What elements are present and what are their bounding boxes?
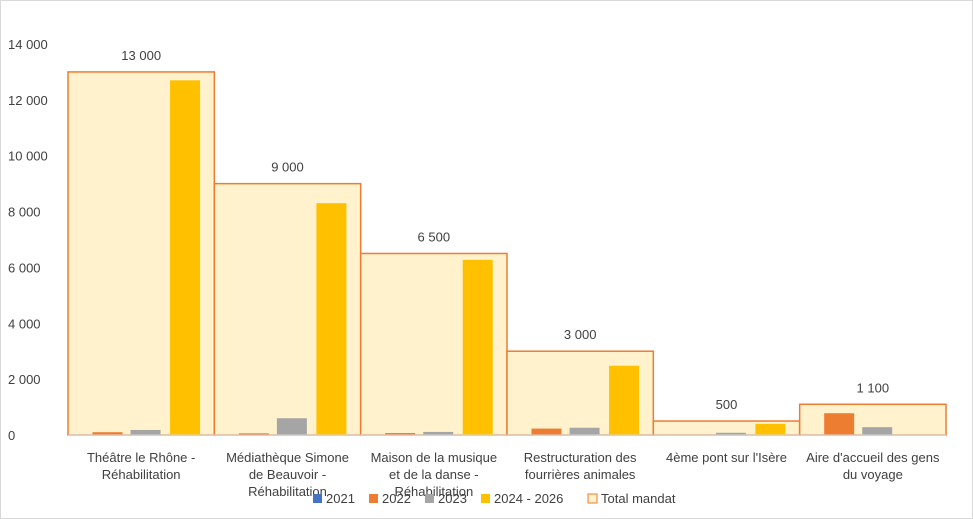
bar-2022 <box>385 433 416 435</box>
bar-2023 <box>715 432 746 435</box>
x-category-label: Théâtre le Rhône -Réhabilitation <box>87 450 195 482</box>
x-category-label: 4ème pont sur l'Isère <box>666 450 787 465</box>
legend-swatch-2021 <box>313 494 322 503</box>
bar-2023 <box>569 427 600 435</box>
legend-swatch-2024-2026 <box>481 494 490 503</box>
bar-2022 <box>824 413 855 435</box>
total-data-labels: 13 000 9 000 6 500 3 000 500 1 100 <box>121 48 889 412</box>
bar-2022 <box>92 432 123 435</box>
x-category-label: Médiathèque Simone de Beauvoir -Réhabilit… <box>226 450 349 499</box>
total-data-label: 500 <box>716 397 738 412</box>
y-tick-label: 12 000 <box>8 93 48 108</box>
y-tick-label: 10 000 <box>8 149 48 164</box>
total-data-label: 6 500 <box>418 229 451 244</box>
legend-label-total-mandat: Total mandat <box>601 491 676 506</box>
y-tick-label: 14 000 <box>8 37 48 52</box>
y-tick-label: 6 000 <box>8 260 41 275</box>
total-data-label: 13 000 <box>121 48 161 63</box>
bar-2022 <box>531 428 562 435</box>
x-category-label: Restructuration des fourrières animales <box>524 450 637 482</box>
bar-2022 <box>238 433 269 435</box>
total-data-label: 3 000 <box>564 327 597 342</box>
legend-swatch-2022 <box>369 494 378 503</box>
bar-2024-2026 <box>609 365 640 435</box>
bar-2024-2026 <box>462 259 493 435</box>
y-axis: 0 2 000 4 000 6 000 8 000 10 000 12 000 14 000 <box>8 37 48 443</box>
y-tick-label: 2 000 <box>8 372 41 387</box>
x-category-label: Aire d'accueil des gens du voyage <box>806 450 940 482</box>
bar-2023 <box>276 418 307 435</box>
bar-2023 <box>130 429 161 435</box>
legend-swatch-2023 <box>425 494 434 503</box>
legend-label-2021: 2021 <box>326 491 355 506</box>
total-data-label: 1 100 <box>857 380 890 395</box>
bar-2024-2026 <box>170 80 201 436</box>
bar-2023 <box>423 431 454 435</box>
y-tick-label: 4 000 <box>8 316 41 331</box>
total-data-label: 9 000 <box>271 160 304 175</box>
y-tick-label: 0 <box>8 428 15 443</box>
x-axis-category-labels: Théâtre le Rhône -Réhabilitation Médiathè… <box>87 450 940 499</box>
y-tick-label: 8 000 <box>8 205 41 220</box>
series-bars <box>92 80 893 436</box>
bar-2024-2026 <box>316 203 347 435</box>
legend-label-2024-2026: 2024 - 2026 <box>494 491 563 506</box>
legend-label-2022: 2022 <box>382 491 411 506</box>
x-category-label: Maison de la musique et de la danse -Réha… <box>371 450 497 499</box>
bar-2023 <box>862 427 893 435</box>
bar-2024-2026 <box>755 423 786 435</box>
legend-label-2023: 2023 <box>438 491 467 506</box>
legend: 2021 2022 2023 2024 - 2026 Total mandat <box>313 491 676 506</box>
legend-swatch-total-mandat <box>587 493 598 504</box>
